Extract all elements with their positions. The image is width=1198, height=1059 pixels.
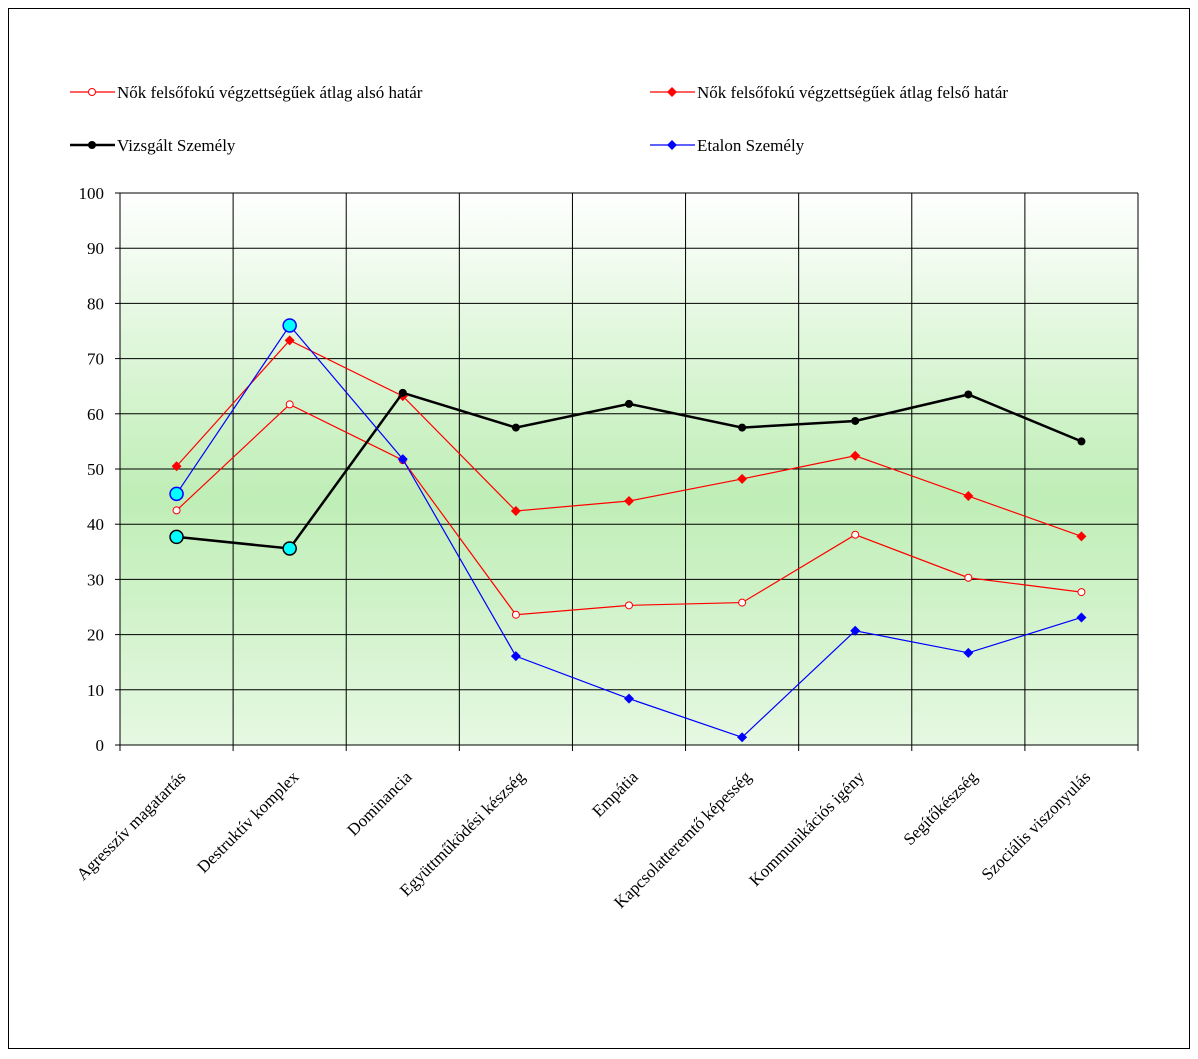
- highlight-point: [282, 318, 297, 333]
- point: [398, 388, 407, 397]
- point: [511, 423, 520, 432]
- point: [964, 390, 973, 399]
- y-tick-label: 20: [87, 626, 104, 645]
- point: [851, 416, 860, 425]
- point: [624, 693, 634, 704]
- legend-label: Nők felsőfokú végzettségűek átlag felső …: [697, 83, 1008, 102]
- y-tick-label: 80: [87, 294, 104, 313]
- legend-label: Nők felsőfokú végzettségűek átlag alsó h…: [117, 83, 423, 102]
- y-tick-label: 70: [87, 350, 104, 369]
- y-tick-label: 30: [87, 570, 104, 589]
- legend-marker: [667, 140, 677, 150]
- point: [738, 423, 747, 432]
- y-tick-label: 0: [96, 736, 105, 755]
- point: [850, 625, 861, 636]
- legend-label: Etalon Személy: [697, 136, 805, 155]
- y-tick-label: 50: [87, 460, 104, 479]
- y-tick-label: 60: [87, 405, 104, 424]
- legend-marker: [88, 88, 96, 96]
- y-tick-label: 100: [79, 184, 105, 203]
- point: [284, 335, 295, 346]
- point: [850, 450, 861, 461]
- point: [172, 506, 181, 515]
- point: [1077, 437, 1086, 446]
- highlight-point: [169, 486, 184, 502]
- legend-label: Vizsgált Személy: [117, 136, 236, 155]
- highlight-point: [169, 529, 184, 545]
- point: [285, 400, 294, 409]
- point: [510, 651, 521, 662]
- highlight-point: [282, 541, 297, 556]
- point: [510, 505, 521, 516]
- point: [963, 647, 974, 658]
- legend-marker: [667, 87, 677, 97]
- point: [1077, 588, 1086, 597]
- point: [625, 601, 633, 610]
- point: [511, 610, 520, 619]
- y-tick-label: 10: [87, 681, 104, 700]
- point: [737, 732, 748, 743]
- point: [738, 598, 747, 607]
- point: [624, 496, 634, 507]
- point: [851, 530, 860, 539]
- point: [737, 473, 748, 484]
- legend-marker: [88, 141, 96, 149]
- point: [963, 491, 974, 502]
- point: [397, 454, 408, 465]
- point: [1076, 531, 1087, 542]
- point: [1076, 612, 1087, 623]
- point: [171, 461, 182, 472]
- point: [964, 573, 973, 582]
- point: [625, 399, 633, 408]
- y-tick-label: 40: [87, 515, 104, 534]
- y-tick-label: 90: [87, 239, 104, 258]
